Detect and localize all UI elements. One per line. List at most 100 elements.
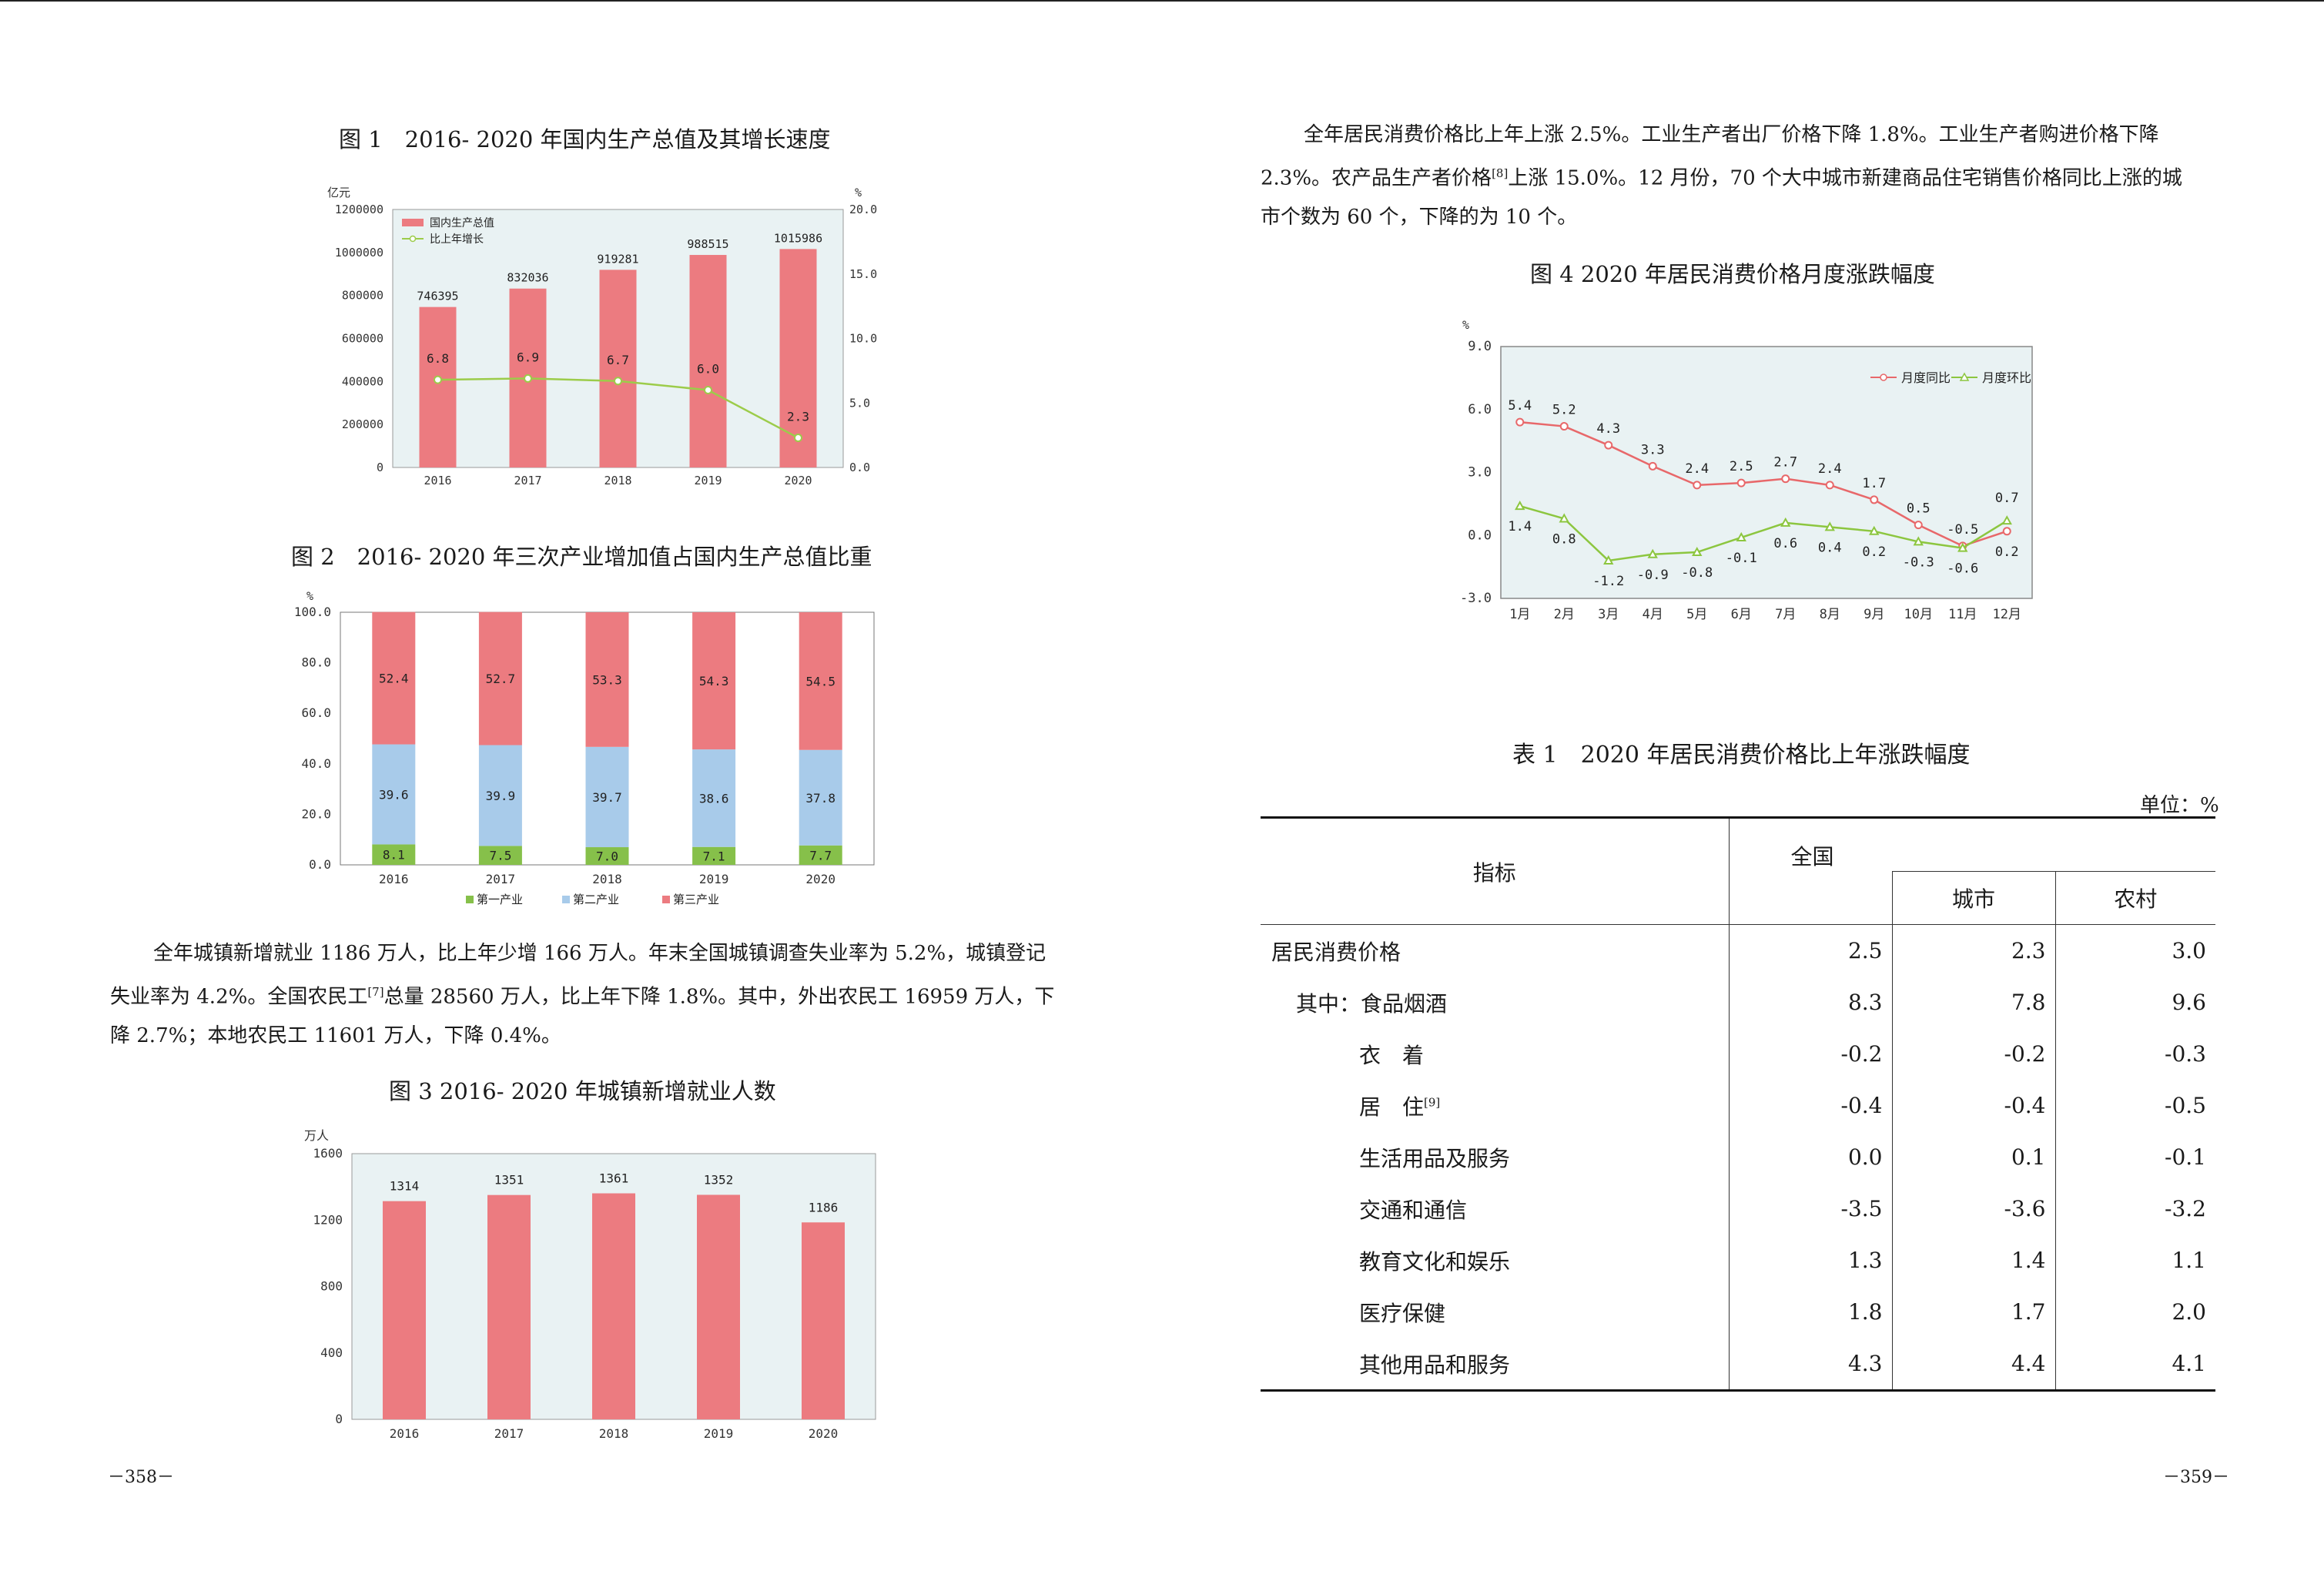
row-name-cell: 交通和通信 <box>1261 1183 1730 1235</box>
row-name-cell: 其他用品和服务 <box>1261 1338 1730 1392</box>
y-tick-label: 1200 <box>313 1212 343 1227</box>
line-point <box>1825 481 1834 490</box>
bar-value-label: 1186 <box>809 1200 839 1214</box>
y-tick-label: 0 <box>335 1412 343 1426</box>
cell-urban: 1.4 <box>1892 1235 2056 1286</box>
segment-value-label: 52.4 <box>379 672 409 686</box>
row-name-cell: 生活用品及服务 <box>1261 1131 1730 1183</box>
bar-value-label: 988515 <box>687 237 728 251</box>
line-value-label: 6.0 <box>697 362 719 377</box>
row-label: 居民消费价格 <box>1271 939 1401 965</box>
point-value-label: 0.2 <box>1862 544 1886 560</box>
segment-value-label: 39.6 <box>379 787 409 802</box>
cell-urban: 2.3 <box>1892 924 2056 977</box>
header-urban: 城市 <box>1892 871 2056 925</box>
table-row: 衣 着 -0.2 -0.2 -0.3 <box>1261 1028 2215 1080</box>
x-tick-label: 2017 <box>514 474 541 487</box>
x-tick-label: 2019 <box>694 474 722 487</box>
bar-value-label: 746395 <box>417 290 458 303</box>
row-label: 医疗保健 <box>1359 1300 1446 1326</box>
bar <box>487 1194 531 1419</box>
legend-swatch-bar <box>402 219 424 226</box>
row-label: 衣 着 <box>1359 1042 1425 1068</box>
bar <box>802 1222 845 1419</box>
page-number: －359－ <box>2163 1468 2229 1487</box>
y-axis-label: % <box>1462 318 1469 332</box>
x-tick-label: 2016 <box>379 872 409 886</box>
legend-label: 月度同比 <box>1901 370 1951 385</box>
row-name-cell: 其中：食品烟酒 <box>1261 977 1730 1028</box>
bar-value-label: 1351 <box>494 1173 524 1188</box>
y-tick-label: -3.0 <box>1460 591 1492 606</box>
table-title: 表 1 2020 年居民消费价格比上年涨跌幅度 <box>1512 742 1971 769</box>
row-label: 交通和通信 <box>1359 1197 1468 1223</box>
y-tick-label: 100.0 <box>294 605 331 619</box>
footnote-ref[interactable]: [8] <box>1492 166 1509 180</box>
cell-national: 4.3 <box>1729 1338 1893 1392</box>
line-value-label: 6.9 <box>517 350 539 364</box>
point-value-label: 0.6 <box>1773 536 1797 551</box>
legend-swatch <box>562 896 570 903</box>
header-national-spacer <box>1729 871 1893 925</box>
cell-national: -0.4 <box>1729 1080 1893 1131</box>
stacked-bar-segment <box>799 845 842 865</box>
point-value-label: -0.3 <box>1903 554 1934 570</box>
row-name-cell: 医疗保健 <box>1261 1286 1730 1338</box>
y-tick-label: 6.0 <box>1468 402 1492 417</box>
line-value-label: 6.7 <box>607 353 629 367</box>
y-tick-label: 15.0 <box>849 267 877 281</box>
segment-value-label: 7.1 <box>703 849 725 863</box>
legend-label: 第三产业 <box>673 893 719 906</box>
page-number: －358－ <box>108 1468 174 1487</box>
cell-rural: 9.6 <box>2172 990 2206 1015</box>
row-label: 生活用品及服务 <box>1359 1145 1511 1171</box>
x-tick-label: 4月 <box>1643 607 1663 622</box>
legend-label: 第一产业 <box>477 893 523 906</box>
line-point <box>524 374 532 383</box>
para-line: 2.3%。农产品生产者价格[8]上涨 15.0%。12 月份，70 个大中城市新… <box>1261 154 2223 198</box>
point-value-label: 0.4 <box>1818 540 1842 555</box>
cell-rural: 3.0 <box>2172 938 2206 963</box>
line-point <box>1780 517 1791 527</box>
x-tick-label: 9月 <box>1864 607 1884 622</box>
fig3-title: 图 3 2016- 2020 年城镇新增就业人数 <box>389 1078 776 1104</box>
point-value-label: -0.5 <box>1947 522 1978 538</box>
line-point <box>1648 461 1657 471</box>
y-tick-label: 600000 <box>342 332 383 346</box>
y-tick-label: 9.0 <box>1468 339 1492 354</box>
y-tick-label: 5.0 <box>849 396 870 410</box>
footnote-ref[interactable]: [9] <box>1424 1095 1441 1110</box>
point-value-label: 1.7 <box>1862 476 1886 491</box>
segment-value-label: 7.5 <box>489 849 511 863</box>
table-row: 医疗保健 1.8 1.7 2.0 <box>1261 1286 2215 1338</box>
para-text: 上涨 15.0%。12 月份，70 个大中城市新建商品住宅销售价格同比上涨的城 <box>1508 166 2182 190</box>
line-point <box>1869 525 1880 535</box>
bar <box>419 307 457 467</box>
point-value-label: 0.2 <box>1995 544 2019 560</box>
line-point <box>1603 554 1614 565</box>
footnote-ref[interactable]: [7] <box>367 985 384 999</box>
x-tick-label: 2月 <box>1554 607 1575 622</box>
line-point <box>794 433 802 442</box>
stacked-bar-segment <box>372 744 416 845</box>
y-tick-label: 80.0 <box>301 655 331 670</box>
segment-value-label: 37.8 <box>805 791 836 806</box>
cell-urban: -0.2 <box>1892 1028 2056 1080</box>
row-name-cell: 教育文化和娱乐 <box>1261 1235 1730 1286</box>
y-tick-label: 3.0 <box>1468 465 1492 481</box>
line-point <box>1736 478 1746 487</box>
stacked-bar-segment <box>692 612 736 750</box>
line-point <box>1515 417 1525 427</box>
fig4-title: 图 4 2020 年居民消费价格月度涨跌幅度 <box>1530 261 1935 287</box>
para-line: 全年居民消费价格比上年上涨 2.5%。工业生产者出厂价格下降 1.8%。工业生产… <box>1304 123 2159 146</box>
point-value-label: -0.8 <box>1681 565 1713 581</box>
para-text: 总量 28560 万人，比上年下降 1.8%。其中，外出农民工 16959 万人… <box>383 985 1055 1009</box>
y-axis-label: % <box>306 589 313 603</box>
bar-value-label: 1352 <box>704 1172 734 1187</box>
point-value-label: 3.3 <box>1641 442 1665 457</box>
row-name-cell: 居 住[9] <box>1261 1080 1730 1131</box>
header-rural: 农村 <box>2055 871 2215 925</box>
point-value-label: -1.2 <box>1592 574 1624 589</box>
y-tick-label: 20.0 <box>301 806 331 821</box>
table-row: 交通和通信 -3.5 -3.6 -3.2 <box>1261 1183 2215 1235</box>
